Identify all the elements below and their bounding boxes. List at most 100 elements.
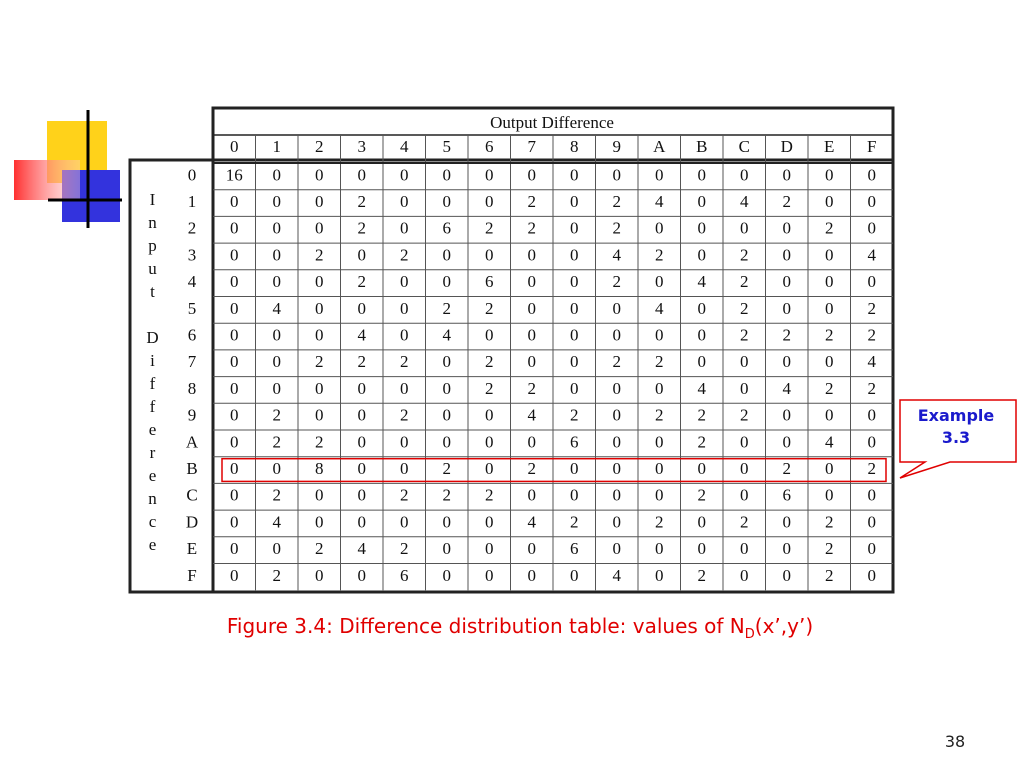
cell: 2 (698, 566, 707, 585)
cell: 0 (315, 219, 324, 238)
cell: 0 (570, 325, 579, 344)
cell: 0 (868, 406, 877, 425)
cell: 0 (230, 512, 239, 531)
cell: 2 (315, 352, 324, 371)
cell: 0 (698, 192, 707, 211)
cell: 4 (273, 512, 282, 531)
cell: 2 (825, 512, 834, 531)
cell: 2 (273, 406, 282, 425)
cell: 4 (655, 299, 664, 318)
cell: 0 (698, 352, 707, 371)
cell: 0 (443, 379, 452, 398)
cell: 0 (400, 432, 409, 451)
cell: 0 (655, 325, 664, 344)
cell: 0 (485, 459, 494, 478)
column-header: 2 (315, 137, 324, 156)
cell: 0 (230, 299, 239, 318)
cell: 0 (485, 245, 494, 264)
cell: 0 (485, 432, 494, 451)
cell: 2 (485, 486, 494, 505)
cell: 2 (868, 459, 877, 478)
cell: 0 (783, 512, 792, 531)
column-header: E (824, 137, 834, 156)
cell: 4 (443, 325, 452, 344)
cell: 0 (273, 219, 282, 238)
cell: 2 (358, 272, 367, 291)
cell: 0 (570, 245, 579, 264)
column-header: 6 (485, 137, 494, 156)
cell: 2 (740, 325, 749, 344)
cell: 0 (825, 486, 834, 505)
cell: 0 (358, 512, 367, 531)
callout: Example 3.3 (904, 405, 1008, 449)
cell: 2 (485, 219, 494, 238)
table-title: Output Difference (490, 113, 614, 132)
table: Output Difference 0 1 2 3 4 5 6 7 8 9 A B C D E F0 16 0 0 0… (128, 106, 895, 594)
cell: 0 (528, 352, 537, 371)
cell: 0 (273, 459, 282, 478)
cell: 2 (825, 566, 834, 585)
row-header: F (187, 566, 196, 585)
cell: 0 (740, 459, 749, 478)
cell: 2 (400, 406, 409, 425)
cell: 0 (613, 325, 622, 344)
cell: 0 (613, 165, 622, 184)
cell: 2 (528, 459, 537, 478)
cell: 0 (273, 539, 282, 558)
cell: 0 (570, 192, 579, 211)
cell: 0 (528, 539, 537, 558)
cell: 2 (400, 539, 409, 558)
column-header: 7 (528, 137, 537, 156)
cell: 6 (400, 566, 409, 585)
row-highlight (221, 457, 887, 483)
cell: 2 (613, 272, 622, 291)
cell: 0 (570, 566, 579, 585)
cell: 0 (358, 245, 367, 264)
cell: 0 (443, 245, 452, 264)
cell: 0 (230, 566, 239, 585)
cell: 0 (825, 406, 834, 425)
cell: 2 (485, 352, 494, 371)
row-header: 6 (188, 325, 197, 344)
cell: 0 (400, 325, 409, 344)
cell: 2 (485, 299, 494, 318)
cell: 0 (400, 165, 409, 184)
cell: 0 (358, 299, 367, 318)
cell: 0 (485, 539, 494, 558)
cell: 0 (485, 325, 494, 344)
cell: 0 (613, 379, 622, 398)
cell: 0 (570, 165, 579, 184)
cell: 2 (613, 219, 622, 238)
cell: 0 (443, 352, 452, 371)
cell: 0 (825, 299, 834, 318)
row-header: A (186, 432, 199, 451)
caption-subscript: D (744, 627, 755, 642)
cell: 0 (230, 219, 239, 238)
cell: 0 (273, 245, 282, 264)
cell: 0 (613, 459, 622, 478)
cell: 2 (273, 486, 282, 505)
cell: 0 (655, 486, 664, 505)
cell: 0 (400, 379, 409, 398)
cell: 2 (358, 219, 367, 238)
cell: 2 (783, 192, 792, 211)
cell: 4 (528, 512, 537, 531)
cell: 16 (226, 165, 243, 184)
cell: 4 (528, 406, 537, 425)
cell: 0 (443, 272, 452, 291)
cell: 0 (698, 245, 707, 264)
cell: 2 (315, 539, 324, 558)
cell: 0 (740, 539, 749, 558)
cell: 0 (315, 325, 324, 344)
cell: 4 (613, 566, 622, 585)
cell: 0 (783, 165, 792, 184)
cell: 2 (783, 325, 792, 344)
column-header: 0 (230, 137, 239, 156)
cell: 0 (868, 512, 877, 531)
cell: 2 (698, 406, 707, 425)
cell: 2 (825, 539, 834, 558)
cell: 0 (443, 432, 452, 451)
cell: 0 (443, 512, 452, 531)
row-header: B (186, 459, 197, 478)
cell: 0 (273, 325, 282, 344)
